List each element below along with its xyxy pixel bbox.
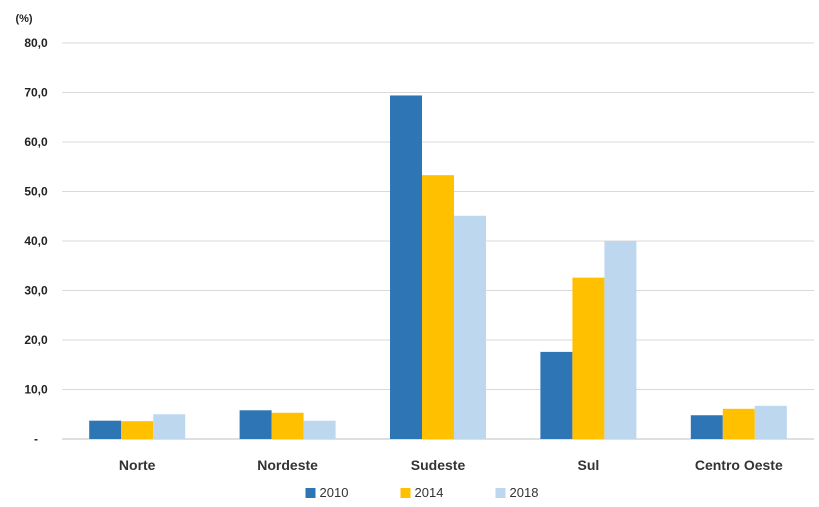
bar-2014-centro-oeste (722, 408, 755, 439)
bar-2018-sul (604, 241, 637, 439)
y-axis-tick-labels: - 10,0 20,0 30,0 40,0 50,0 60,0 70,0 80,0 (24, 36, 48, 446)
legend-swatch-2014 (400, 488, 411, 498)
y-tick-label: 30,0 (24, 284, 48, 298)
y-tick-label: 70,0 (24, 86, 48, 100)
x-category-label: Sul (578, 457, 600, 473)
y-tick-label: 40,0 (24, 234, 48, 248)
y-tick-label: 10,0 (24, 383, 48, 397)
bar-2010-nordeste (239, 410, 272, 439)
bars (89, 95, 787, 440)
bar-2014-sudeste (422, 175, 454, 440)
y-tick-label: 50,0 (24, 185, 48, 199)
bar-2010-sul (540, 351, 573, 439)
x-category-label: Sudeste (411, 457, 466, 473)
bar-2010-sudeste (390, 95, 422, 439)
y-tick-label: 80,0 (24, 36, 48, 50)
bar-2014-sul (572, 277, 605, 439)
x-category-label: Norte (119, 457, 156, 473)
bar-2014-nordeste (271, 412, 304, 439)
legend-swatch-2018 (495, 488, 506, 498)
bar-2018-nordeste (303, 420, 336, 439)
y-axis-unit-label: (%) (15, 13, 32, 25)
y-tick-label: 60,0 (24, 135, 48, 149)
x-category-label: Nordeste (257, 457, 318, 473)
bar-2010-centro-oeste (690, 415, 723, 439)
legend-swatch-2010 (305, 488, 316, 498)
bar-2014-norte (121, 421, 154, 439)
x-axis-category-labels: Norte Nordeste Sudeste Sul Centro Oeste (119, 457, 783, 473)
legend-label-2010: 2010 (320, 485, 349, 500)
bar-2018-norte (153, 414, 186, 439)
x-category-label: Centro Oeste (695, 457, 783, 473)
y-tick-label: - (34, 432, 38, 446)
bar-2018-centro-oeste (754, 405, 787, 439)
legend-label-2014: 2014 (415, 485, 444, 500)
legend: 2010 2014 2018 (305, 485, 539, 500)
bar-2010-norte (89, 420, 122, 439)
legend-label-2018: 2018 (510, 485, 539, 500)
y-tick-label: 20,0 (24, 333, 48, 347)
bar-2018-sudeste (454, 215, 486, 439)
